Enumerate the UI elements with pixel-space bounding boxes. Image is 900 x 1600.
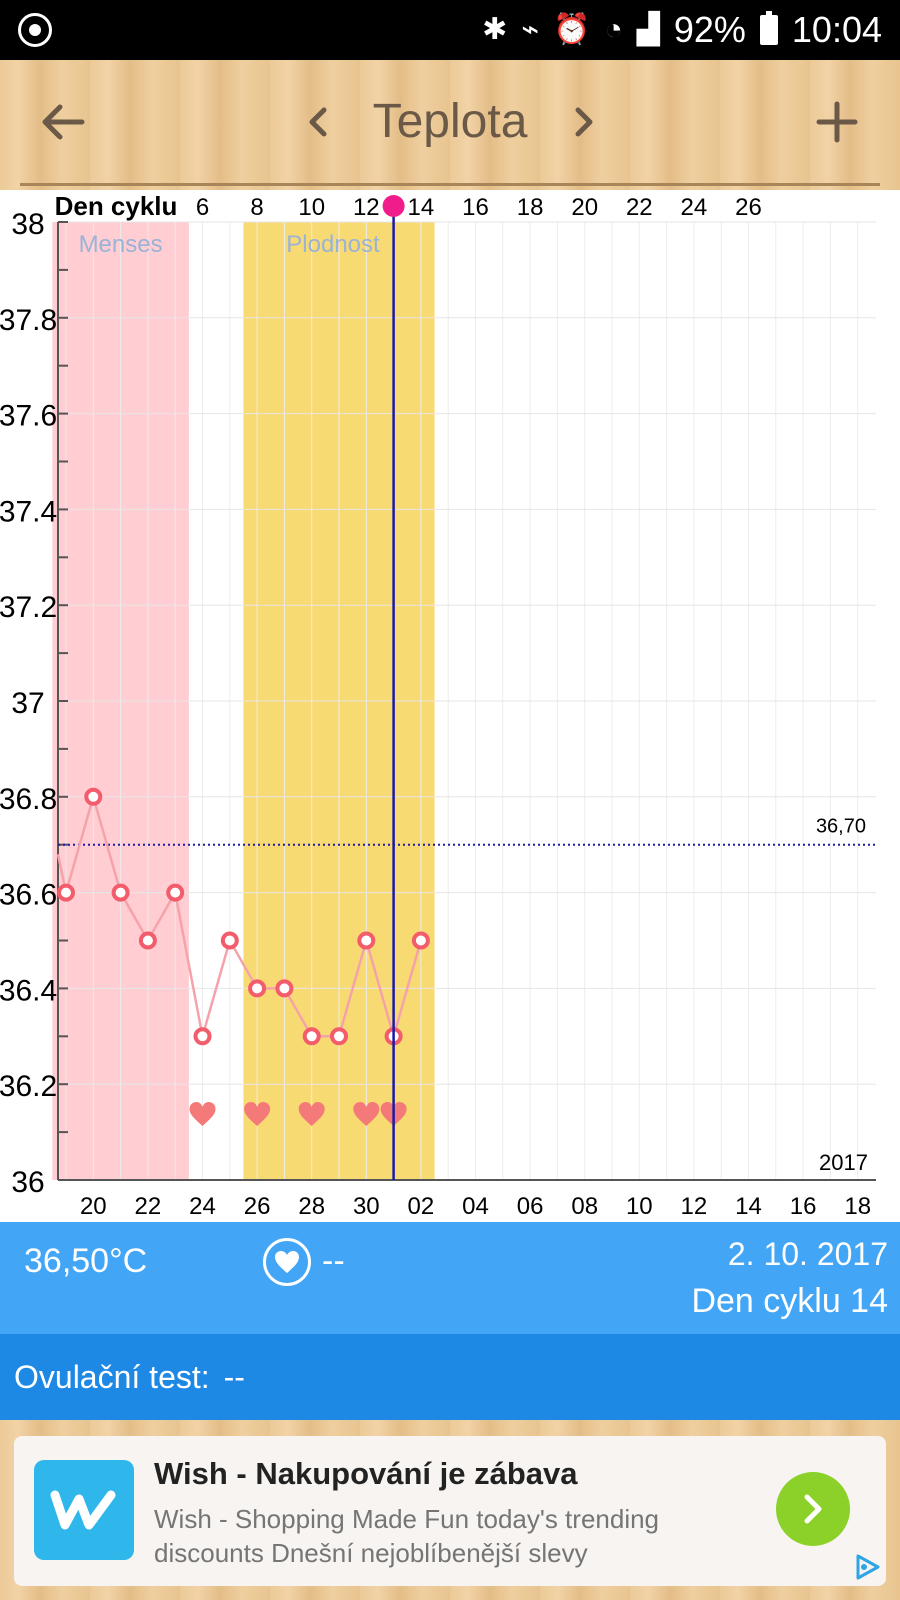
top-tick-label: 14 xyxy=(408,194,435,221)
x-tick-label: 24 xyxy=(189,1193,216,1220)
top-tick-label: 18 xyxy=(517,194,544,221)
heart-value: -- xyxy=(322,1242,345,1280)
add-plus-icon[interactable] xyxy=(814,90,860,154)
temperature-value: 36,50°C xyxy=(24,1242,148,1280)
vibrate-icon: ⌁ xyxy=(521,13,540,46)
clock: 10:04 xyxy=(791,9,882,50)
top-tick-label: 20 xyxy=(571,194,598,221)
temperature-point[interactable] xyxy=(84,787,103,806)
temperature-chart[interactable]: 36 36.2 36.4 36.6 36.8 37 37.2 37.4 37.6 37.8 38 Me… xyxy=(0,190,900,1222)
temperature-point[interactable] xyxy=(111,883,130,902)
y-tick-label: 36.8 xyxy=(0,783,57,816)
top-tick-label: 6 xyxy=(196,194,209,221)
ad-card[interactable]: Wish - Nakupování je zábava Wish - Shopp… xyxy=(14,1436,886,1586)
top-tick-label: 16 xyxy=(462,194,489,221)
top-tick-label: 8 xyxy=(250,194,263,221)
selected-date: 2. 10. 2017 xyxy=(727,1236,888,1272)
x-tick-label: 28 xyxy=(298,1193,325,1220)
temperature-point[interactable] xyxy=(248,979,267,998)
x-tick-label: 04 xyxy=(462,1193,489,1220)
temperature-point[interactable] xyxy=(411,931,430,950)
x-tick-label: 18 xyxy=(844,1193,871,1220)
heart-marker-icon xyxy=(353,1102,380,1126)
temperature-point[interactable] xyxy=(138,931,157,950)
x-tick-label: 22 xyxy=(135,1193,162,1220)
y-tick-label: 37.6 xyxy=(0,400,57,433)
temperature-point[interactable] xyxy=(357,931,376,950)
year-label: 2017 xyxy=(819,1150,868,1175)
x-tick-label: 02 xyxy=(408,1193,435,1220)
heart-icon xyxy=(263,1238,311,1286)
back-arrow-icon[interactable] xyxy=(38,90,88,154)
temperature-point[interactable] xyxy=(302,1027,321,1046)
ovulation-test-value: -- xyxy=(223,1358,245,1395)
ad-title[interactable]: Wish - Nakupování je zábava xyxy=(154,1456,578,1491)
wish-logo-icon[interactable] xyxy=(34,1460,134,1560)
x-tick-label: 30 xyxy=(353,1193,380,1220)
y-tick-label: 36.6 xyxy=(0,879,57,912)
y-tick-label: 37.2 xyxy=(0,591,57,624)
chart-svg[interactable]: 36 36.2 36.4 36.6 36.8 37 37.2 37.4 37.6 37.8 38 Me… xyxy=(0,190,900,1222)
zone-label: Menses xyxy=(79,231,163,258)
reference-line-label: 36,70 xyxy=(816,816,866,838)
temperature-point[interactable] xyxy=(193,1027,212,1046)
top-tick-label: 10 xyxy=(298,194,325,221)
ad-choices-icon[interactable] xyxy=(852,1552,882,1582)
y-tick-label: 37 xyxy=(11,687,44,720)
whatsapp-notification-icon xyxy=(18,13,52,47)
x-tick-label: 20 xyxy=(80,1193,107,1220)
y-tick-label: 36.4 xyxy=(0,974,57,1007)
temperature-point[interactable] xyxy=(220,931,239,950)
ad-open-button[interactable] xyxy=(776,1472,850,1546)
heart-marker-icon xyxy=(298,1102,325,1126)
ovulation-test-row[interactable]: Ovulační test: -- xyxy=(0,1334,900,1420)
wifi-icon: ◔ xyxy=(604,13,623,46)
alarm-icon: ⏰ xyxy=(553,13,591,46)
cycle-day: Den cyklu 14 xyxy=(691,1282,888,1320)
ad-banner: Wish - Nakupování je zábava Wish - Shopp… xyxy=(0,1420,900,1600)
heart-marker-icon xyxy=(244,1102,271,1126)
x-tick-label: 26 xyxy=(244,1193,271,1220)
temperature-point[interactable] xyxy=(57,883,75,902)
top-tick-label: 24 xyxy=(681,194,708,221)
temperature-point[interactable] xyxy=(275,979,294,998)
signal-icon: ▟ xyxy=(636,13,660,46)
y-tick-label: 37.8 xyxy=(0,304,57,337)
x-tick-label: 10 xyxy=(626,1193,653,1220)
battery-percent: 92% xyxy=(673,9,746,50)
next-chevron-icon[interactable] xyxy=(570,90,600,154)
y-tick-label: 36 xyxy=(11,1166,44,1199)
bluetooth-icon: ✱ xyxy=(482,13,508,46)
top-tick-label: 26 xyxy=(735,194,762,221)
x-tick-label: 12 xyxy=(681,1193,708,1220)
y-tick-label: 36.2 xyxy=(0,1070,57,1103)
x-tick-label: 14 xyxy=(735,1193,762,1220)
app-bar-divider xyxy=(20,183,880,186)
top-tick-label: 22 xyxy=(626,194,653,221)
temperature-point[interactable] xyxy=(166,883,185,902)
ad-description[interactable]: Wish - Shopping Made Fun today's trendin… xyxy=(154,1504,660,1568)
y-tick-label: 38 xyxy=(11,208,44,241)
zone-label: Plodnost xyxy=(286,231,380,258)
top-tick-label: 12 xyxy=(353,194,380,221)
info-panel: 36,50°C -- 2. 10. 2017 Den cyklu 14 xyxy=(0,1222,900,1334)
status-bar: ✱ ⌁ ⏰ ◔ ▟ 92% 10:04 xyxy=(0,0,900,60)
top-axis-title: Den cyklu xyxy=(55,191,178,221)
temperature-point[interactable] xyxy=(330,1027,348,1046)
selection-handle[interactable] xyxy=(382,195,405,217)
ovulation-test-label: Ovulační test: xyxy=(14,1358,210,1395)
battery-icon xyxy=(759,11,778,45)
previous-chevron-icon[interactable] xyxy=(302,90,332,154)
heart-marker-icon xyxy=(189,1102,216,1126)
x-tick-label: 06 xyxy=(517,1193,544,1220)
x-tick-label: 16 xyxy=(790,1193,817,1220)
page-title: Teplota xyxy=(372,95,528,148)
app-bar: Teplota xyxy=(0,60,900,190)
y-tick-label: 37.4 xyxy=(0,495,57,528)
x-tick-label: 08 xyxy=(571,1193,598,1220)
